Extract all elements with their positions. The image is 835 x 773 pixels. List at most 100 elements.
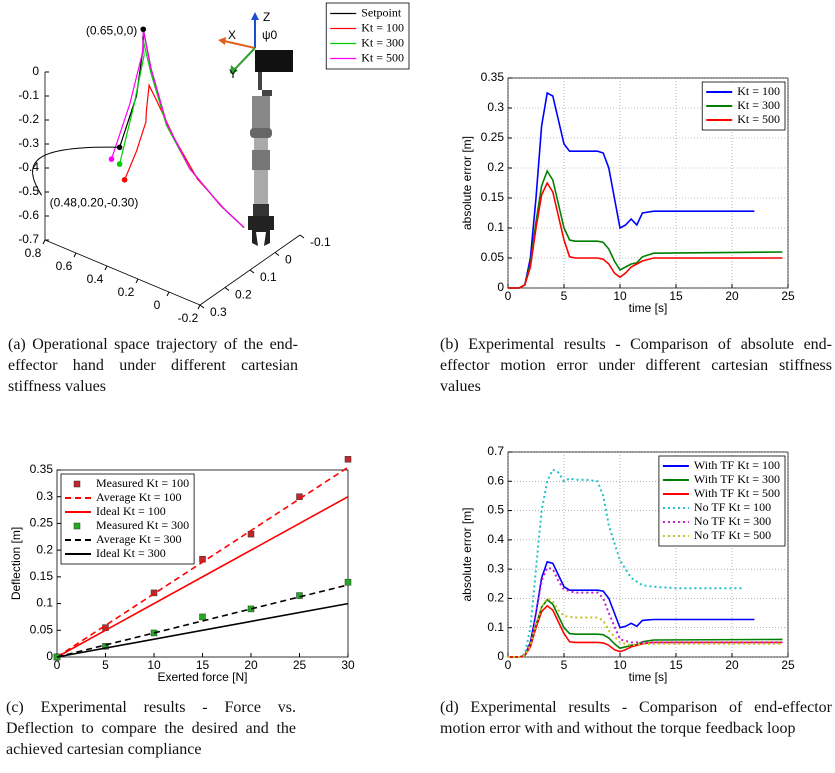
- data-point: [344, 578, 352, 586]
- legend-box: [60, 473, 195, 565]
- y-tick-label: 0.2: [487, 160, 504, 174]
- data-point: [344, 456, 352, 463]
- y-tick-label: 0.05: [30, 622, 54, 636]
- z-tick-label: -0.3: [18, 136, 39, 150]
- z-tick-label: -0.5: [18, 184, 39, 198]
- y-tick: [224, 287, 230, 291]
- y-tick-label: 0.3: [210, 305, 227, 319]
- legend-label: No TF Kt = 100: [694, 500, 771, 514]
- y-tick-label: 0: [497, 649, 504, 663]
- caption: (b) Experimental results - Comparison of…: [440, 336, 832, 395]
- x-tick: [135, 278, 139, 284]
- x-tick-label: 25: [293, 658, 307, 672]
- legend-label: Kt = 100: [737, 84, 780, 98]
- robot-gripper: [248, 216, 274, 246]
- y-tick-label: 0: [497, 280, 504, 294]
- y-axis-label: absolute error [m]: [460, 136, 474, 230]
- data-point: [247, 530, 255, 538]
- y-tick-label: 0.1: [36, 596, 53, 610]
- x-tick-label: 5: [561, 289, 568, 303]
- data-point: [150, 589, 158, 597]
- series-line: [508, 91, 755, 289]
- x-tick-label: 0: [505, 658, 512, 672]
- frame-label: Y: [229, 67, 237, 81]
- x-tick: [73, 252, 77, 258]
- y-frame-arrow: [230, 65, 238, 74]
- point-marker: [140, 26, 147, 33]
- x-tick-label: 10: [613, 289, 627, 303]
- caption: (c) Experimental results - Force vs. Def…: [6, 699, 296, 758]
- y-tick-label: 0.25: [481, 130, 505, 144]
- z-tick-label: -0.1: [18, 88, 39, 102]
- legend-marker: [73, 480, 81, 488]
- caption: (a) Operational space trajectory of the …: [8, 336, 298, 395]
- figure: Z X Y ψ0 0.8 0.6 0.4 0.2 0 -0.2 -0.1 0 0.1 0.2 0.3…: [9, 2, 795, 684]
- series-line: [508, 566, 783, 658]
- robot-arm: Z X Y ψ0: [218, 10, 293, 246]
- x-axis-label: Exerted force [N]: [157, 670, 247, 684]
- x-tick-label: 20: [244, 658, 258, 672]
- y-axis-label: absolute error [m]: [460, 507, 474, 601]
- y-tick-label: 0.1: [487, 220, 504, 234]
- x-tick-label: 10: [147, 658, 161, 672]
- legend-label: With TF Kt = 500: [694, 486, 780, 500]
- y-frame-axis: [233, 47, 256, 71]
- x-tick-label: 25: [781, 289, 795, 303]
- annotation: (0.65,0,0): [86, 23, 137, 37]
- legend-label: Kt = 300: [737, 98, 780, 112]
- data-point: [102, 643, 109, 650]
- y-tick-label: 0.15: [30, 569, 54, 583]
- x-tick-label: 0: [54, 658, 61, 672]
- legend-label: Kt = 300: [361, 35, 404, 49]
- x-axis: [44, 239, 201, 306]
- z-tick-label: -0.7: [18, 232, 39, 246]
- x-tick-label: 15: [669, 658, 683, 672]
- y-tick-label: 0.05: [481, 250, 505, 264]
- legend-label: Average Kt = 100: [96, 490, 182, 504]
- y-tick-label: 0.6: [487, 473, 504, 487]
- series-line: [508, 597, 783, 658]
- y-tick-label: 0.2: [487, 591, 504, 605]
- x-tick-label: 5: [561, 658, 568, 672]
- frame-label: X: [228, 28, 236, 42]
- frame-label: ψ0: [262, 28, 278, 42]
- x-tick-label: 5: [102, 658, 109, 672]
- legend-label: Kt = 500: [361, 50, 404, 64]
- legend-label: With TF Kt = 300: [694, 472, 780, 486]
- legend-label: Setpoint: [361, 5, 402, 19]
- series-line: [56, 602, 349, 658]
- y-tick-label: 0.4: [487, 532, 504, 546]
- y-tick-label: 0.3: [36, 489, 53, 503]
- x-tick-label: 0.8: [25, 246, 42, 260]
- y-tick-label: 0.2: [235, 288, 252, 302]
- robot-forearm-band: [252, 150, 270, 170]
- start-point: [116, 161, 123, 167]
- legend-label: No TF Kt = 300: [694, 514, 771, 528]
- frame-label: Z: [263, 10, 270, 24]
- x-tick-label: 25: [781, 658, 795, 672]
- x-frame-arrow: [218, 37, 226, 45]
- legend-label: With TF Kt = 100: [694, 458, 780, 472]
- y-tick-label: 0.3: [487, 561, 504, 575]
- y-tick-label: 0.35: [30, 462, 54, 476]
- y-tick-label: 0.1: [487, 620, 504, 634]
- robot-wrist: [253, 204, 269, 216]
- x-tick: [197, 304, 201, 310]
- robot-bracket: [258, 72, 272, 96]
- data-point: [296, 592, 303, 599]
- x-tick-label: 10: [613, 658, 627, 672]
- caption: (d) Experimental results - Comparison of…: [440, 699, 832, 737]
- y-axis-label: Deflection [m]: [9, 527, 23, 600]
- start-point: [108, 156, 115, 162]
- legend-box: [658, 455, 786, 547]
- legend-label: Ideal Kt = 300: [96, 546, 166, 560]
- legend-label: Ideal Kt = 100: [96, 504, 166, 518]
- x-tick-label: 0: [154, 298, 161, 312]
- y-tick-label: 0.1: [260, 270, 277, 284]
- robot-upper-arm: [252, 96, 270, 132]
